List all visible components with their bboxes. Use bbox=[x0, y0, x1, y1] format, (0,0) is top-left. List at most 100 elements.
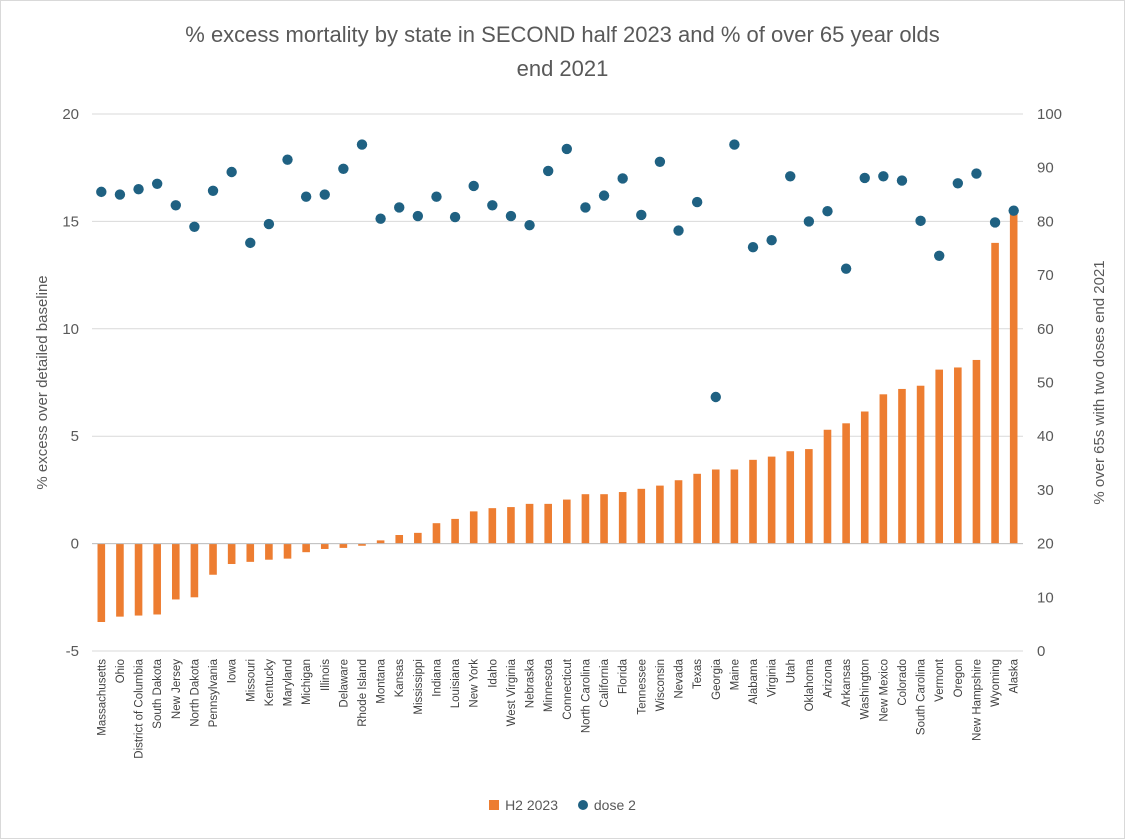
bar bbox=[283, 543, 292, 559]
point bbox=[952, 178, 964, 189]
x-category-label: Maine bbox=[729, 659, 741, 690]
bar bbox=[805, 449, 813, 544]
bar bbox=[544, 503, 552, 544]
point bbox=[133, 183, 144, 195]
x-category-label: Florida bbox=[618, 658, 630, 694]
point bbox=[598, 190, 610, 201]
bar bbox=[600, 494, 608, 544]
bar bbox=[730, 469, 739, 544]
x-category-label: Wisconsin bbox=[655, 659, 667, 711]
x-category-label: Mississippi bbox=[413, 659, 425, 715]
bar bbox=[227, 543, 236, 565]
bar bbox=[525, 503, 534, 544]
y-left-tick-label: 0 bbox=[71, 536, 79, 553]
x-category-label: Tennessee bbox=[636, 659, 648, 715]
bar bbox=[581, 494, 590, 544]
x-category-label: Massachusetts bbox=[96, 659, 108, 736]
point bbox=[561, 143, 573, 155]
x-category-label: Washington bbox=[860, 659, 872, 719]
point bbox=[636, 209, 647, 221]
point bbox=[822, 205, 833, 217]
point bbox=[207, 185, 219, 196]
y-right-tick-label: 50 bbox=[1037, 375, 1054, 392]
legend-label-dose-2: dose 2 bbox=[593, 797, 636, 813]
bar bbox=[618, 492, 627, 544]
point bbox=[338, 163, 349, 174]
point bbox=[114, 189, 126, 200]
bar bbox=[972, 359, 981, 544]
bar bbox=[376, 540, 385, 544]
chart-title-line-2: end 2021 bbox=[516, 56, 609, 81]
point bbox=[989, 217, 1001, 228]
x-category-label: Colorado bbox=[897, 659, 909, 706]
y-right-tick-label: 90 bbox=[1037, 160, 1054, 177]
x-category-label: New Hampshire bbox=[971, 659, 983, 741]
y-left-tick-label: 5 bbox=[71, 428, 79, 445]
point bbox=[449, 211, 461, 223]
bar bbox=[954, 367, 962, 544]
point bbox=[151, 178, 163, 190]
y-right-tick-label: 70 bbox=[1037, 267, 1054, 284]
x-category-label: District of Columbia bbox=[134, 658, 146, 758]
bar bbox=[171, 543, 180, 600]
y-right-tick-label: 40 bbox=[1037, 428, 1054, 445]
bar bbox=[451, 518, 459, 544]
y-right-tick-label: 80 bbox=[1037, 213, 1054, 230]
bar bbox=[916, 385, 925, 544]
y-right-tick-label: 60 bbox=[1037, 321, 1054, 338]
x-category-label: West Virginia bbox=[506, 658, 518, 726]
point bbox=[96, 186, 107, 198]
bar bbox=[1009, 213, 1018, 544]
bar bbox=[190, 543, 199, 598]
x-category-label: North Dakota bbox=[189, 658, 201, 726]
x-category-label: Texas bbox=[692, 659, 704, 689]
point bbox=[189, 221, 200, 232]
bar bbox=[302, 543, 310, 553]
point bbox=[896, 175, 908, 186]
y-right-tick-label: 0 bbox=[1037, 643, 1045, 660]
x-category-label: Virginia bbox=[767, 658, 779, 697]
bar bbox=[97, 543, 106, 623]
point bbox=[878, 171, 889, 182]
point bbox=[468, 180, 479, 192]
bar bbox=[693, 473, 701, 544]
point bbox=[840, 263, 852, 274]
bar bbox=[674, 480, 683, 544]
point bbox=[356, 139, 368, 150]
x-category-label: North Carolina bbox=[580, 658, 592, 733]
point bbox=[282, 154, 293, 165]
bar bbox=[507, 507, 515, 544]
point bbox=[319, 189, 330, 200]
point bbox=[691, 196, 703, 208]
bar bbox=[358, 543, 366, 546]
x-category-label: Oklahoma bbox=[804, 658, 816, 711]
x-category-label: Arkansas bbox=[841, 659, 853, 707]
x-category-label: Iowa bbox=[227, 658, 239, 683]
x-category-label: Vermont bbox=[934, 658, 946, 702]
bar bbox=[432, 523, 441, 544]
bar bbox=[320, 543, 329, 549]
y-left-tick-label: 15 bbox=[62, 213, 79, 230]
point bbox=[487, 200, 498, 211]
point bbox=[673, 225, 684, 236]
x-category-label: Minnesota bbox=[543, 658, 555, 712]
bar bbox=[823, 429, 832, 544]
y-left-tick-label: 20 bbox=[62, 106, 79, 123]
x-category-label: South Carolina bbox=[916, 658, 928, 735]
bar bbox=[711, 469, 720, 544]
point bbox=[915, 215, 926, 227]
x-category-label: Oregon bbox=[953, 659, 965, 697]
x-category-label: Illinois bbox=[320, 659, 332, 691]
point bbox=[412, 210, 424, 222]
y-left-tick-label: -5 bbox=[66, 643, 79, 660]
point bbox=[375, 213, 386, 224]
x-category-label: Kansas bbox=[394, 659, 406, 698]
x-category-label: South Dakota bbox=[152, 658, 164, 728]
y-right-tick-label: 100 bbox=[1037, 106, 1062, 123]
y-right-tick-label: 10 bbox=[1037, 589, 1054, 606]
bar bbox=[786, 451, 795, 544]
x-category-label: Pennsylvania bbox=[208, 658, 220, 727]
point bbox=[524, 219, 535, 231]
bar bbox=[563, 499, 571, 544]
x-category-label: Georgia bbox=[711, 658, 723, 700]
